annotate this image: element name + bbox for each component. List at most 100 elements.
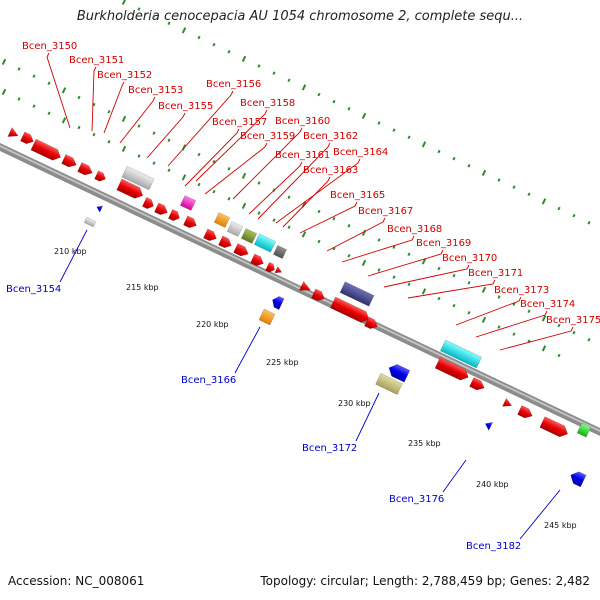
track-dot [512,332,516,336]
gene-feature [484,421,494,431]
track-dot [421,288,427,295]
reverse-gene-label: Bcen_3182 [466,541,521,552]
track-dot [167,21,171,26]
accession-text: Accession: NC_008061 [8,574,145,588]
gene-feature [539,416,568,438]
leader-line [475,310,548,338]
forward-gene-label: Bcen_3162 [303,131,358,142]
gene-feature [77,162,93,176]
track-dot [32,74,36,78]
track-dot [407,282,411,287]
map-title: Burkholderia cenocepacia AU 1054 chromos… [76,9,524,24]
forward-gene-label: Bcen_3160 [275,116,330,127]
forward-gene-label: Bcen_3159 [240,131,295,142]
scale-label: 220 kbp [196,320,229,329]
forward-gene-label: Bcen_3174 [520,299,575,310]
scale-label: 235 kbp [408,439,441,448]
track-dot [287,195,291,200]
gene-feature [265,261,275,273]
track-dot [257,211,261,215]
track-dot [467,280,471,285]
track-dot [332,246,336,251]
gene-feature [272,296,285,310]
forward-gene-label: Bcen_3161 [275,150,330,161]
track-dot [497,295,501,299]
scale-label: 210 kbp [54,247,87,256]
leader-line [146,112,186,159]
track-dot [587,220,591,225]
gene-labels: Bcen_3150 Bcen_3151 Bcen_3152 Bcen_3153 Bcen… [6,41,600,552]
topology-text: Topology: circular; Length: 2,788,459 bp… [260,574,590,588]
forward-gene-label: Bcen_3173 [494,285,549,296]
track-dot [287,78,291,83]
track-dot [137,7,141,11]
track-dot [421,258,427,265]
track-dot [377,121,381,125]
forward-gene-label: Bcen_3165 [330,190,385,201]
track-dot [121,145,127,153]
forward-gene-label: Bcen_3175 [546,315,600,326]
track-dot [181,27,187,34]
track-dot [272,218,276,222]
track-dot [377,238,381,242]
track-dot [241,172,247,180]
leader-line [204,142,268,195]
track-dot [272,71,276,75]
track-dot [481,286,487,294]
track-dot [317,92,321,97]
gene-feature [116,178,144,199]
track-dot [437,266,441,271]
forward-gene-label: Bcen_3163 [303,165,358,176]
leader-line [119,96,156,144]
track-dot [392,245,396,249]
forward-gene-label: Bcen_3164 [333,147,388,158]
gene-feature [168,209,180,222]
gene-feature [20,131,34,145]
leader-line [519,489,561,540]
leader-line [326,217,386,252]
leader-line [282,176,331,228]
track-dot [197,35,201,40]
forward-gene-label: Bcen_3167 [358,206,413,217]
track-dot [332,216,336,221]
gene-feature [30,138,61,161]
track-dot [347,223,351,228]
forward-gene-label: Bcen_3158 [240,98,295,109]
gene-feature [298,280,312,291]
leader-line [341,235,415,263]
forward-gene-label: Bcen_3171 [468,268,523,279]
leader-line [499,326,574,351]
gene-feature [179,195,197,211]
forward-gene-label: Bcen_3155 [158,101,213,112]
gene-feature [434,356,469,381]
leader-line [455,296,522,326]
leader-line [232,127,303,200]
leader-line [275,158,361,224]
track-dot [137,154,141,158]
reverse-gene-label: Bcen_3154 [6,284,61,295]
scale-labels: 210 kbp 215 kbp 220 kbp 225 kbp 230 kbp 235 k… [54,247,577,530]
gene-feature [94,170,106,182]
gene-feature [233,243,249,257]
gene-feature [339,281,375,307]
track-dot [212,159,216,164]
forward-gene-label: Bcen_3153 [128,85,183,96]
track-dot [212,42,216,47]
track-dot [1,58,7,66]
gene-feature [154,202,168,216]
track-dot [481,316,487,324]
track-dot [1,88,7,96]
leader-line [59,229,88,283]
forward-gene-label: Bcen_3150 [22,41,77,52]
track-dot [377,268,381,272]
track-dot [241,202,247,210]
track-dot [541,315,547,322]
leader-line [257,142,331,220]
track-dot [317,209,321,214]
scale-label: 245 kbp [544,521,577,530]
track-dot [197,152,201,157]
reverse-gene-label: Bcen_3172 [302,443,357,454]
track-dot [527,192,531,197]
track-dot [497,325,501,329]
